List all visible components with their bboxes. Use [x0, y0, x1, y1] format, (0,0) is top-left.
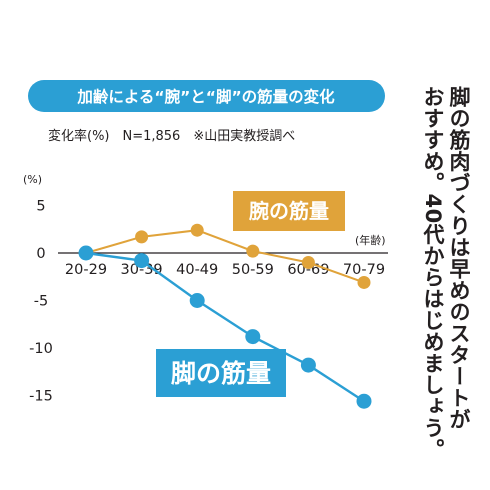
x-tick-label: 30-39: [121, 262, 163, 278]
y-tick-label: 5: [36, 199, 45, 215]
series-label-box: [156, 349, 286, 397]
chart-note: 変化率(%) N=1,856 ※山田実教授調べ: [48, 128, 295, 144]
y-unit-label: (%): [23, 173, 42, 186]
data-point: [356, 393, 372, 409]
data-point: [301, 256, 315, 269]
y-axis-ticks: 5 0 -5 -10 -15: [29, 199, 53, 405]
series-label: 腕の筋量: [248, 199, 329, 223]
x-tick-label: 20-29: [65, 262, 107, 278]
title-banner: [28, 80, 385, 112]
series-line: [85, 251, 365, 403]
series-label-box: [233, 191, 345, 231]
data-point: [135, 230, 149, 244]
data-point: [78, 245, 94, 261]
y-tick-label: -5: [34, 294, 48, 310]
headline-line-1: 脚の筋肉づくりは早めのスタートが: [447, 86, 471, 430]
data-point: [357, 275, 371, 289]
series-0: [79, 223, 371, 289]
x-tick-label: 50-59: [232, 262, 274, 278]
chart-title: 加齢による“腕”と“脚”の筋量の変化: [76, 87, 335, 106]
series-layer: [78, 223, 372, 409]
series-1: [78, 245, 372, 409]
x-tick-label: 40-49: [176, 262, 218, 278]
y-tick-label: 0: [36, 246, 45, 262]
data-point: [134, 253, 150, 269]
data-point: [246, 244, 260, 258]
series-label: 脚の筋量: [171, 359, 271, 388]
y-tick-label: -15: [29, 389, 53, 405]
x-unit-label: (年齢): [355, 233, 386, 247]
data-point: [189, 293, 205, 308]
x-tick-label: 70-79: [343, 262, 385, 278]
data-point: [300, 357, 316, 373]
data-point: [245, 329, 261, 345]
series-line: [85, 229, 365, 284]
headline-line-2: おすすめ。40代からはじめましょう。: [421, 86, 445, 461]
y-tick-label: -10: [29, 341, 53, 357]
data-point: [190, 223, 204, 237]
